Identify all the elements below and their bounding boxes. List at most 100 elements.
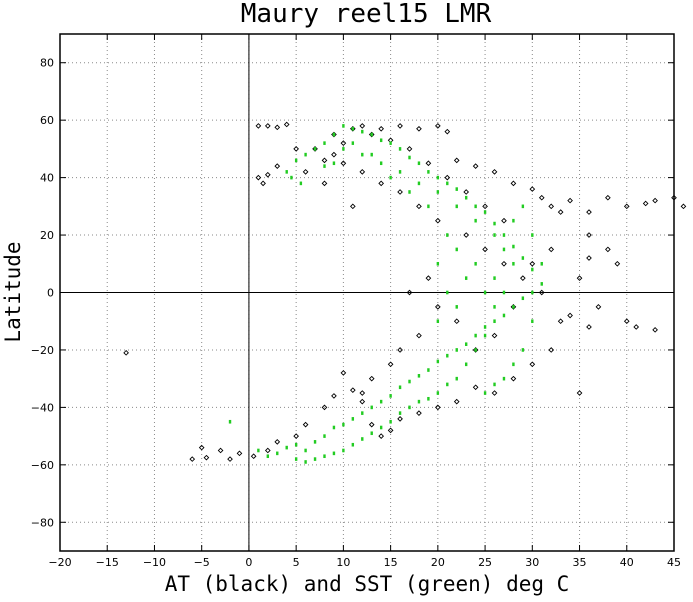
data-point	[427, 170, 430, 174]
data-point	[540, 282, 543, 286]
data-point	[351, 141, 355, 145]
data-point	[531, 267, 534, 272]
data-point	[427, 368, 430, 372]
data-point	[349, 387, 356, 393]
x-tick-label: 40	[620, 556, 634, 569]
data-point	[264, 123, 271, 129]
data-point	[321, 404, 328, 411]
data-point	[493, 305, 496, 309]
data-point	[389, 394, 392, 398]
data-point	[406, 289, 413, 296]
data-point	[425, 275, 432, 281]
data-point	[331, 393, 337, 399]
data-point	[474, 218, 477, 223]
data-point	[397, 347, 403, 353]
data-point	[652, 327, 658, 333]
data-point	[359, 390, 366, 396]
y-axis-label: Latitude	[1, 241, 25, 342]
data-point	[567, 312, 573, 319]
data-point	[332, 425, 336, 430]
data-point	[299, 181, 303, 186]
data-point	[398, 170, 402, 174]
data-point	[502, 247, 506, 252]
data-point	[379, 138, 383, 143]
data-point	[313, 147, 317, 151]
data-point	[368, 131, 375, 138]
data-point	[446, 382, 449, 387]
data-point	[586, 232, 592, 238]
data-point	[623, 318, 630, 325]
data-point	[529, 260, 536, 267]
y-tick-label: 40	[40, 172, 54, 185]
data-point	[557, 318, 564, 325]
data-point	[250, 453, 257, 460]
data-point	[342, 124, 345, 128]
y-tick-label: 60	[40, 114, 54, 127]
data-point	[312, 146, 318, 152]
data-point	[436, 391, 440, 395]
data-point	[548, 246, 555, 253]
data-point	[510, 375, 517, 382]
data-point	[520, 275, 526, 281]
y-tick-label: −40	[31, 401, 54, 414]
data-point	[521, 348, 525, 352]
data-point	[332, 451, 336, 456]
y-tick-label: −20	[31, 344, 54, 357]
x-tick-label: −20	[48, 556, 71, 569]
data-point	[203, 454, 210, 461]
data-point	[379, 425, 383, 430]
data-point	[586, 209, 592, 215]
data-point	[416, 332, 422, 339]
data-point	[491, 169, 498, 175]
data-point	[446, 233, 449, 237]
data-point	[455, 247, 458, 252]
data-point	[501, 217, 507, 224]
data-point	[332, 161, 336, 166]
data-point	[633, 324, 640, 330]
data-point	[285, 445, 288, 450]
data-point	[228, 419, 232, 424]
data-point	[397, 123, 403, 129]
data-point	[427, 204, 430, 209]
data-point	[642, 200, 649, 207]
data-point	[512, 218, 515, 223]
data-point	[323, 141, 326, 145]
data-point	[436, 319, 440, 324]
data-point	[368, 421, 375, 428]
data-point	[474, 261, 477, 266]
data-point	[349, 125, 356, 132]
data-point	[493, 319, 496, 324]
data-point	[435, 123, 441, 129]
data-point	[502, 233, 506, 237]
data-point	[370, 431, 373, 436]
data-point	[302, 421, 309, 428]
data-point	[417, 373, 421, 378]
x-tick-label: 15	[384, 556, 398, 569]
data-point	[472, 163, 479, 169]
data-point	[331, 151, 337, 158]
data-point	[406, 146, 413, 152]
data-point	[389, 419, 392, 424]
data-point	[446, 181, 449, 186]
x-tick-label: 0	[245, 556, 252, 569]
data-point	[512, 362, 515, 367]
data-point	[304, 448, 307, 453]
data-point	[540, 261, 543, 266]
data-point	[510, 304, 517, 310]
data-point	[408, 379, 411, 384]
data-point	[323, 434, 326, 438]
data-point	[531, 233, 534, 237]
data-point	[464, 276, 468, 280]
data-point	[313, 457, 317, 461]
data-point	[538, 289, 545, 296]
data-point	[436, 175, 440, 180]
x-tick-label: −15	[96, 556, 119, 569]
series-1	[228, 124, 543, 464]
data-point	[521, 296, 525, 301]
data-point	[652, 197, 658, 204]
data-point	[351, 126, 355, 131]
data-point	[435, 404, 441, 411]
data-point	[512, 244, 515, 249]
data-point	[274, 124, 281, 131]
